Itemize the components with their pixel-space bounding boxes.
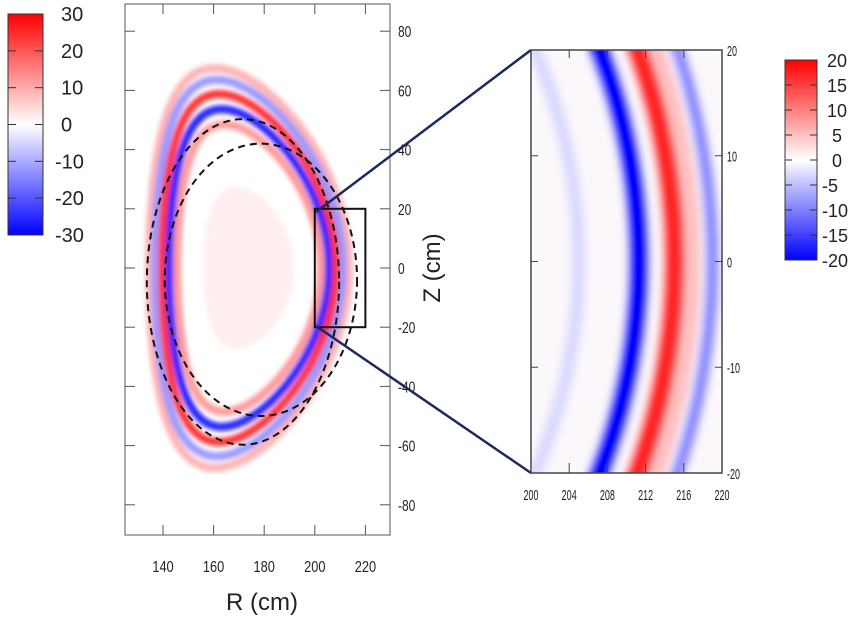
x-tick-label: 204 <box>562 487 577 504</box>
zoom-connector-bottom <box>315 324 532 475</box>
x-tick-label: 208 <box>600 487 615 504</box>
colorbar-tick-label: -15 <box>822 226 848 246</box>
y-tick-label: -20 <box>398 318 415 336</box>
colorbar-tick-label: 15 <box>827 76 847 96</box>
y-tick-label: -20 <box>727 466 740 483</box>
dashed-flux-surface <box>145 118 341 446</box>
colorbar-tick-label: -10 <box>822 201 848 221</box>
x-axis-label: R (cm) <box>226 589 298 616</box>
dashed-flux-surface <box>163 142 359 417</box>
x-tick-label: 140 <box>152 559 173 577</box>
colorbar-tick-label: 30 <box>61 4 83 26</box>
colorbar-tick-label: 20 <box>827 51 847 71</box>
colorbar-tick-label: -20 <box>55 188 84 210</box>
field-band <box>158 89 341 447</box>
colorbar-tick-label: -5 <box>822 176 838 196</box>
colorbar-tick-label: 0 <box>61 115 72 137</box>
x-tick-label: 216 <box>676 487 691 504</box>
field-arc <box>650 50 701 473</box>
y-tick-label: -10 <box>727 360 740 377</box>
y-tick-label: 0 <box>727 254 732 271</box>
x-tick-label: 200 <box>304 559 325 577</box>
zoom-region-box <box>313 207 367 329</box>
colorbar-tick-label: 0 <box>832 151 842 171</box>
y-tick-label: 40 <box>398 141 411 159</box>
colorbar-tick-label: -20 <box>822 251 848 271</box>
y-axis-label: Z (cm) <box>419 233 446 302</box>
y-tick-label: -80 <box>398 496 415 514</box>
x-tick-label: 220 <box>714 487 729 504</box>
x-tick-label: 200 <box>523 487 538 504</box>
y-tick-label: 10 <box>727 148 737 165</box>
field-arc <box>587 50 650 473</box>
x-tick-label: 212 <box>638 487 653 504</box>
y-tick-label: 60 <box>398 82 411 100</box>
colorbar-tick-label: -10 <box>55 151 84 173</box>
colorbar-tick-label: 5 <box>832 126 842 146</box>
y-tick-label: 80 <box>398 22 411 40</box>
right-colorbar: 20 15 10 5 0 -5 -10 -15 -20 <box>784 51 848 271</box>
y-tick-label: 20 <box>398 200 411 218</box>
x-tick-label: 220 <box>355 559 376 577</box>
field-band <box>150 75 348 461</box>
field-arc <box>670 50 720 473</box>
y-tick-label: 0 <box>398 259 405 277</box>
field-band <box>165 105 333 431</box>
field-arc <box>531 50 586 473</box>
field-arc <box>625 50 686 473</box>
colorbar-tick-label: -30 <box>55 225 84 247</box>
left-colorbar: 30 20 10 0 -10 -20 -30 <box>7 4 84 247</box>
x-tick-label: 160 <box>203 559 224 577</box>
zoom-connector-top <box>315 49 532 213</box>
x-tick-label: 180 <box>254 559 275 577</box>
field-band <box>203 187 295 349</box>
colorbar-tick-label: 10 <box>61 78 83 100</box>
left-plot-frame <box>124 3 391 536</box>
field-band <box>145 64 354 472</box>
right-plot: 200 204 208 212 216 220 20 10 0 -10 -20 <box>523 43 740 504</box>
colorbar-tick-label: 10 <box>827 101 847 121</box>
y-tick-label: -60 <box>398 437 415 455</box>
colorbar-tick-label: 20 <box>61 41 83 63</box>
y-tick-label: 20 <box>727 43 737 60</box>
